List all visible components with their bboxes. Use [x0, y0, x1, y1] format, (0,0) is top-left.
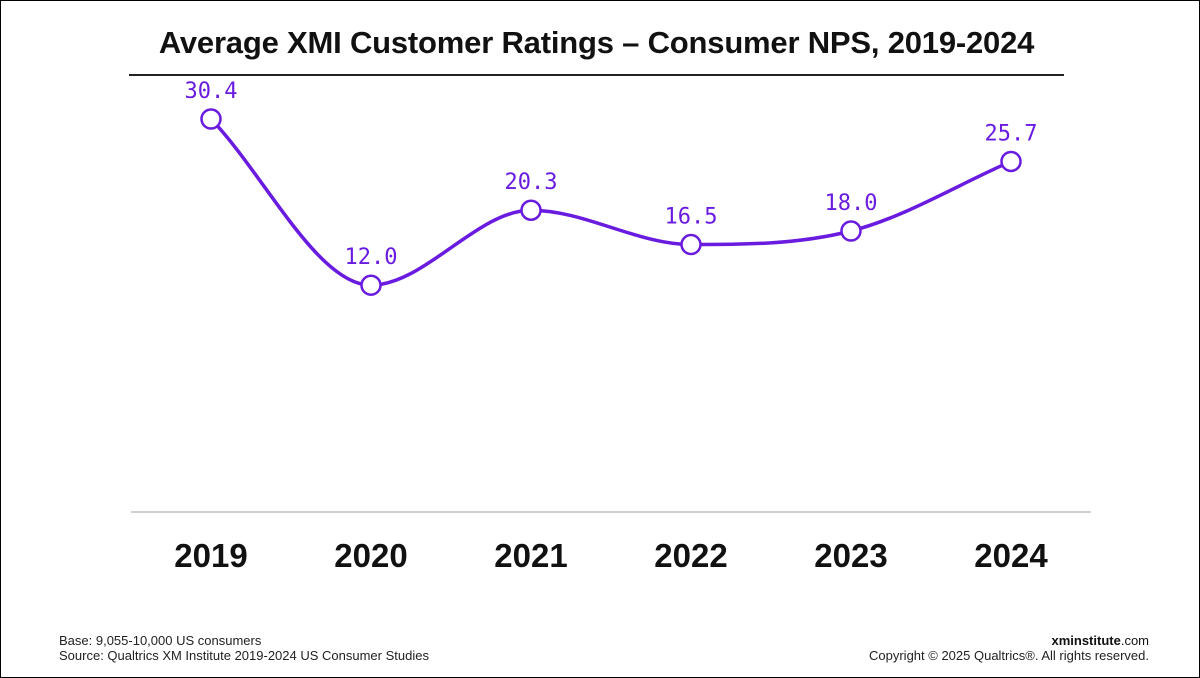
footnote: Base: 9,055-10,000 US consumers Source: …: [59, 633, 429, 663]
title-underline: [129, 74, 1064, 76]
copyright: Copyright © 2025 Qualtrics®. All rights …: [869, 648, 1149, 663]
data-label-2024: 25.7: [985, 121, 1038, 146]
brand-domain: .com: [1120, 633, 1149, 648]
data-point-2020: [360, 274, 382, 296]
data-point-2024: [1000, 150, 1022, 173]
data-label-2022: 16.5: [665, 205, 718, 230]
data-label-2019: 30.4: [185, 79, 238, 104]
data-point-2021: [520, 199, 542, 221]
x-tick-label-2021: 2021: [494, 537, 567, 574]
brand-url[interactable]: xminstitute.com: [869, 633, 1149, 648]
x-tick-label-2023: 2023: [814, 537, 887, 574]
data-point-2023: [840, 220, 862, 242]
series-line-consumer-nps: [209, 117, 1013, 287]
brand-name: xminstitute: [1051, 633, 1121, 648]
brand-footer: xminstitute.com Copyright © 2025 Qualtri…: [869, 633, 1149, 663]
base-note: Base: 9,055-10,000 US consumers: [59, 633, 262, 648]
source-note: Source: Qualtrics XM Institute 2019-2024…: [59, 648, 429, 663]
x-tick-label-2022: 2022: [654, 537, 727, 574]
data-label-2023: 18.0: [825, 191, 878, 216]
data-label-2021: 20.3: [505, 170, 558, 195]
data-point-2022: [680, 233, 702, 256]
x-tick-label-2024: 2024: [974, 537, 1048, 574]
data-point-2019: [200, 108, 222, 130]
x-tick-label-2019: 2019: [174, 537, 247, 574]
x-tick-label-2020: 2020: [334, 537, 407, 574]
data-label-2020: 12.0: [345, 245, 398, 270]
chart-title: Average XMI Customer Ratings – Consumer …: [158, 25, 1035, 60]
